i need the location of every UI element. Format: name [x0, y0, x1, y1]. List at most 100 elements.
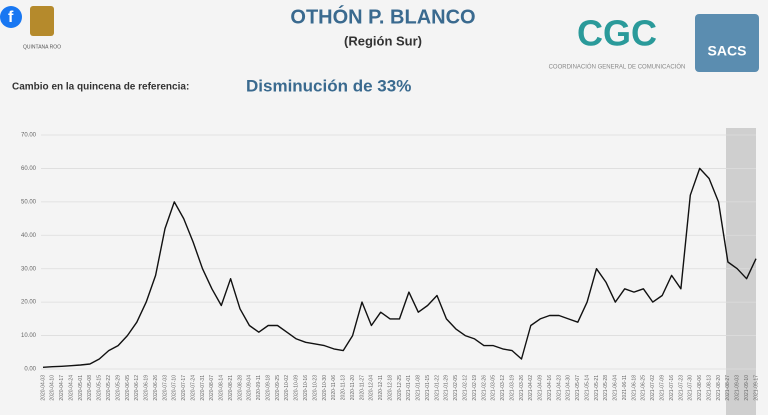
x-tick-label: 2020-12-04 — [369, 375, 375, 401]
x-tick-label: 2021-03-05 — [491, 375, 497, 401]
x-tick-label: 2021-04-30 — [566, 375, 572, 401]
x-tick-label: 2020-10-09 — [294, 375, 300, 401]
x-tick-label: 2020-11-20 — [350, 375, 356, 400]
x-tick-label: 2020-05-15 — [97, 375, 103, 401]
x-tick-label: 2020-08-07 — [209, 375, 215, 401]
x-tick-label: 2020-08-21 — [228, 375, 234, 401]
x-tick-label: 2020-09-04 — [247, 375, 253, 401]
x-tick-label: 2021-04-23 — [556, 375, 562, 401]
state-logo — [30, 6, 54, 36]
x-tick-label: 2020-05-01 — [78, 375, 84, 401]
x-tick-label: 2020-04-03 — [40, 375, 46, 401]
x-tick-label: 2021-03-12 — [500, 375, 506, 401]
sacs-logo — [695, 14, 759, 72]
x-tick-label: 2020-08-14 — [219, 375, 225, 401]
facebook-icon — [0, 6, 22, 28]
x-tick-label: 2020-12-25 — [397, 375, 403, 401]
x-tick-label: 2020-08-28 — [237, 375, 243, 401]
x-tick-label: 2021-09-10 — [744, 375, 750, 401]
x-tick-label: 2020-11-27 — [359, 375, 365, 400]
x-tick-label: 2021-01-01 — [406, 375, 412, 401]
x-tick-label: 2021-03-26 — [519, 375, 525, 401]
x-tick-label: 2021-07-16 — [669, 375, 675, 401]
x-tick-label: 2020-07-24 — [190, 375, 196, 401]
x-tick-label: 2020-09-25 — [275, 375, 281, 401]
x-tick-label: 2021-07-23 — [678, 375, 684, 401]
x-tick-label: 2020-07-03 — [162, 375, 168, 401]
change-value: Disminución de 33% — [246, 76, 411, 95]
cgc-logo: CGC — [577, 13, 657, 54]
x-tick-label: 2021-09-17 — [753, 375, 759, 401]
x-tick-label: 2020-12-11 — [378, 375, 384, 400]
x-tick-label: 2020-06-05 — [125, 375, 131, 401]
x-tick-label: 2021-05-21 — [594, 375, 600, 401]
x-tick-label: 2021-04-16 — [547, 375, 553, 401]
x-tick-label: 2020-04-10 — [50, 375, 56, 401]
x-tick-label: 2021-04-02 — [528, 375, 534, 401]
x-tick-label: 2021-02-26 — [481, 375, 487, 401]
x-tick-label: 2020-10-23 — [312, 375, 318, 401]
x-tick-label: 2020-05-22 — [106, 375, 112, 401]
x-tick-label: 2021-07-09 — [660, 375, 666, 401]
cgc-caption: COORDINACIÓN GENERAL DE COMUNICACIÓN — [549, 64, 686, 71]
title: OTHÓN P. BLANCO — [290, 4, 475, 28]
x-tick-label: 2021-07-02 — [650, 375, 656, 401]
x-tick-label: 2021-08-06 — [697, 375, 703, 401]
y-tick-label: 60.00 — [21, 166, 37, 172]
y-tick-label: 0.00 — [24, 367, 36, 373]
subtitle: (Región Sur) — [344, 33, 422, 48]
x-tick-label: 2020-11-06 — [331, 375, 337, 400]
change-label: Cambio en la quincena de referencia: — [12, 82, 189, 93]
y-tick-label: 10.00 — [21, 333, 37, 339]
y-tick-label: 70.00 — [21, 133, 37, 139]
x-tick-label: 2020-05-08 — [87, 375, 93, 401]
x-tick-label: 2021-02-05 — [453, 375, 459, 401]
x-tick-label: 2020-04-24 — [68, 375, 74, 401]
x-tick-label: 2021-01-22 — [434, 375, 440, 401]
x-tick-label: 2021-06-11 — [622, 375, 628, 400]
x-tick-label: 2021-01-08 — [416, 375, 422, 401]
x-tick-label: 2021-07-30 — [688, 375, 694, 401]
x-tick-label: 2020-07-31 — [200, 375, 206, 401]
x-tick-label: 2020-11-13 — [341, 375, 347, 400]
x-tick-label: 2020-07-10 — [172, 375, 178, 401]
y-tick-label: 30.00 — [21, 266, 37, 272]
x-tick-label: 2021-04-09 — [538, 375, 544, 401]
x-tick-label: 2020-06-12 — [134, 375, 140, 401]
sacs-text: SACS — [708, 43, 747, 59]
x-tick-label: 2020-10-16 — [303, 375, 309, 401]
data-line — [42, 167, 757, 368]
y-tick-label: 40.00 — [21, 233, 37, 239]
x-tick-label: 2021-01-29 — [444, 375, 450, 401]
x-tick-label: 2020-04-17 — [59, 375, 65, 401]
x-tick-label: 2021-06-04 — [613, 375, 619, 401]
facebook-f: f — [8, 9, 14, 26]
x-tick-label: 2021-05-07 — [575, 375, 581, 401]
x-tick-label: 2021-06-18 — [631, 375, 637, 401]
state-logo-text: QUINTANA ROO — [23, 44, 61, 50]
y-tick-label: 50.00 — [21, 199, 37, 205]
x-tick-label: 2020-09-18 — [265, 375, 271, 401]
x-tick-label: 2021-03-19 — [509, 375, 515, 401]
x-tick-label: 2021-05-28 — [603, 375, 609, 401]
x-tick-label: 2021-05-14 — [584, 375, 590, 401]
x-tick-label: 2021-02-19 — [472, 375, 478, 401]
x-tick-label: 2020-12-18 — [387, 375, 393, 401]
x-tick-label: 2020-06-26 — [153, 375, 159, 401]
highlight-region — [726, 128, 756, 415]
x-tick-label: 2021-06-25 — [641, 375, 647, 401]
x-tick-label: 2020-06-19 — [144, 375, 150, 401]
x-tick-label: 2020-05-29 — [115, 375, 121, 401]
x-tick-label: 2021-02-12 — [462, 375, 468, 401]
x-tick-label: 2020-09-11 — [256, 375, 262, 400]
x-tick-label: 2021-09-03 — [735, 375, 741, 401]
x-tick-label: 2021-08-13 — [706, 375, 712, 401]
x-tick-label: 2020-10-30 — [322, 375, 328, 401]
x-tick-label: 2021-08-27 — [725, 375, 731, 401]
y-tick-label: 20.00 — [21, 300, 37, 306]
x-tick-label: 2021-08-20 — [716, 375, 722, 401]
x-tick-label: 2020-07-17 — [181, 375, 187, 401]
